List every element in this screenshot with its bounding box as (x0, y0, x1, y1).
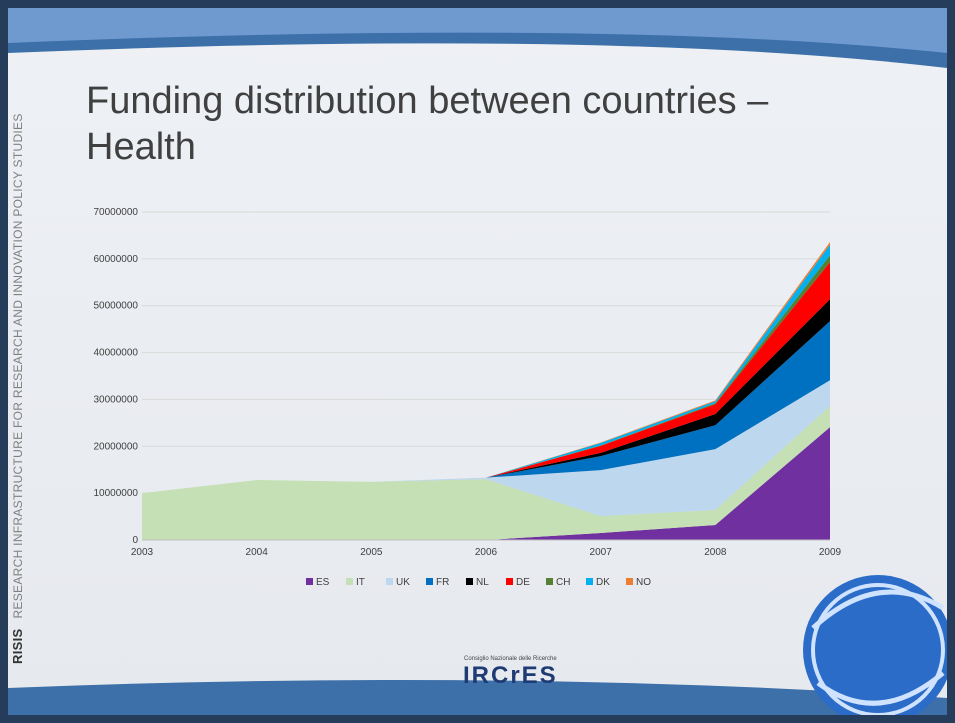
legend-label: NO (636, 577, 651, 588)
x-tick-label: 2003 (131, 547, 154, 558)
legend-label: UK (396, 577, 410, 588)
x-tick-label: 2005 (360, 547, 383, 558)
legend-label: IT (356, 577, 365, 588)
x-tick-label: 2006 (475, 547, 498, 558)
legend-swatch (306, 578, 313, 585)
slide-title: Funding distribution between countries –… (86, 80, 769, 168)
x-tick-label: 2008 (704, 547, 727, 558)
legend-swatch (426, 578, 433, 585)
y-tick-label: 70000000 (94, 207, 139, 218)
legend-label: DK (596, 577, 610, 588)
legend-label: DE (516, 577, 530, 588)
y-tick-label: 40000000 (94, 348, 139, 359)
logo-caption: Consiglio Nazionale delle Ricerche (463, 656, 557, 662)
area (142, 405, 830, 540)
legend-swatch (386, 578, 393, 585)
y-tick-label: 20000000 (94, 441, 139, 452)
y-tick-label: 0 (132, 535, 138, 546)
area (142, 427, 830, 540)
legend-swatch (586, 578, 593, 585)
legend-swatch (466, 578, 473, 585)
y-tick-label: 60000000 (94, 254, 139, 265)
legend-label: ES (316, 577, 330, 588)
x-tick-label: 2004 (246, 547, 269, 558)
area (142, 321, 830, 494)
legend-swatch (546, 578, 553, 585)
area (142, 380, 830, 517)
decor (8, 8, 947, 715)
legend-label: NL (476, 577, 489, 588)
x-tick-label: 2007 (590, 547, 613, 558)
legend-label: CH (556, 577, 570, 588)
y-tick-label: 50000000 (94, 301, 139, 312)
y-tick-label: 30000000 (94, 394, 139, 405)
x-tick-label: 2009 (819, 547, 842, 558)
legend-swatch (346, 578, 353, 585)
logo-text: IRCrES (463, 662, 558, 689)
logo: Consiglio Nazionale delle Ricerche IRCrE… (463, 656, 558, 690)
slide-body: Funding distribution between countries –… (8, 8, 947, 715)
legend-label: FR (436, 577, 449, 588)
legend-swatch (626, 578, 633, 585)
chart: 0 10000000 20000000 30000000 40000000 5000000… (94, 207, 842, 588)
y-tick-label: 10000000 (94, 488, 139, 499)
legend-swatch (506, 578, 513, 585)
